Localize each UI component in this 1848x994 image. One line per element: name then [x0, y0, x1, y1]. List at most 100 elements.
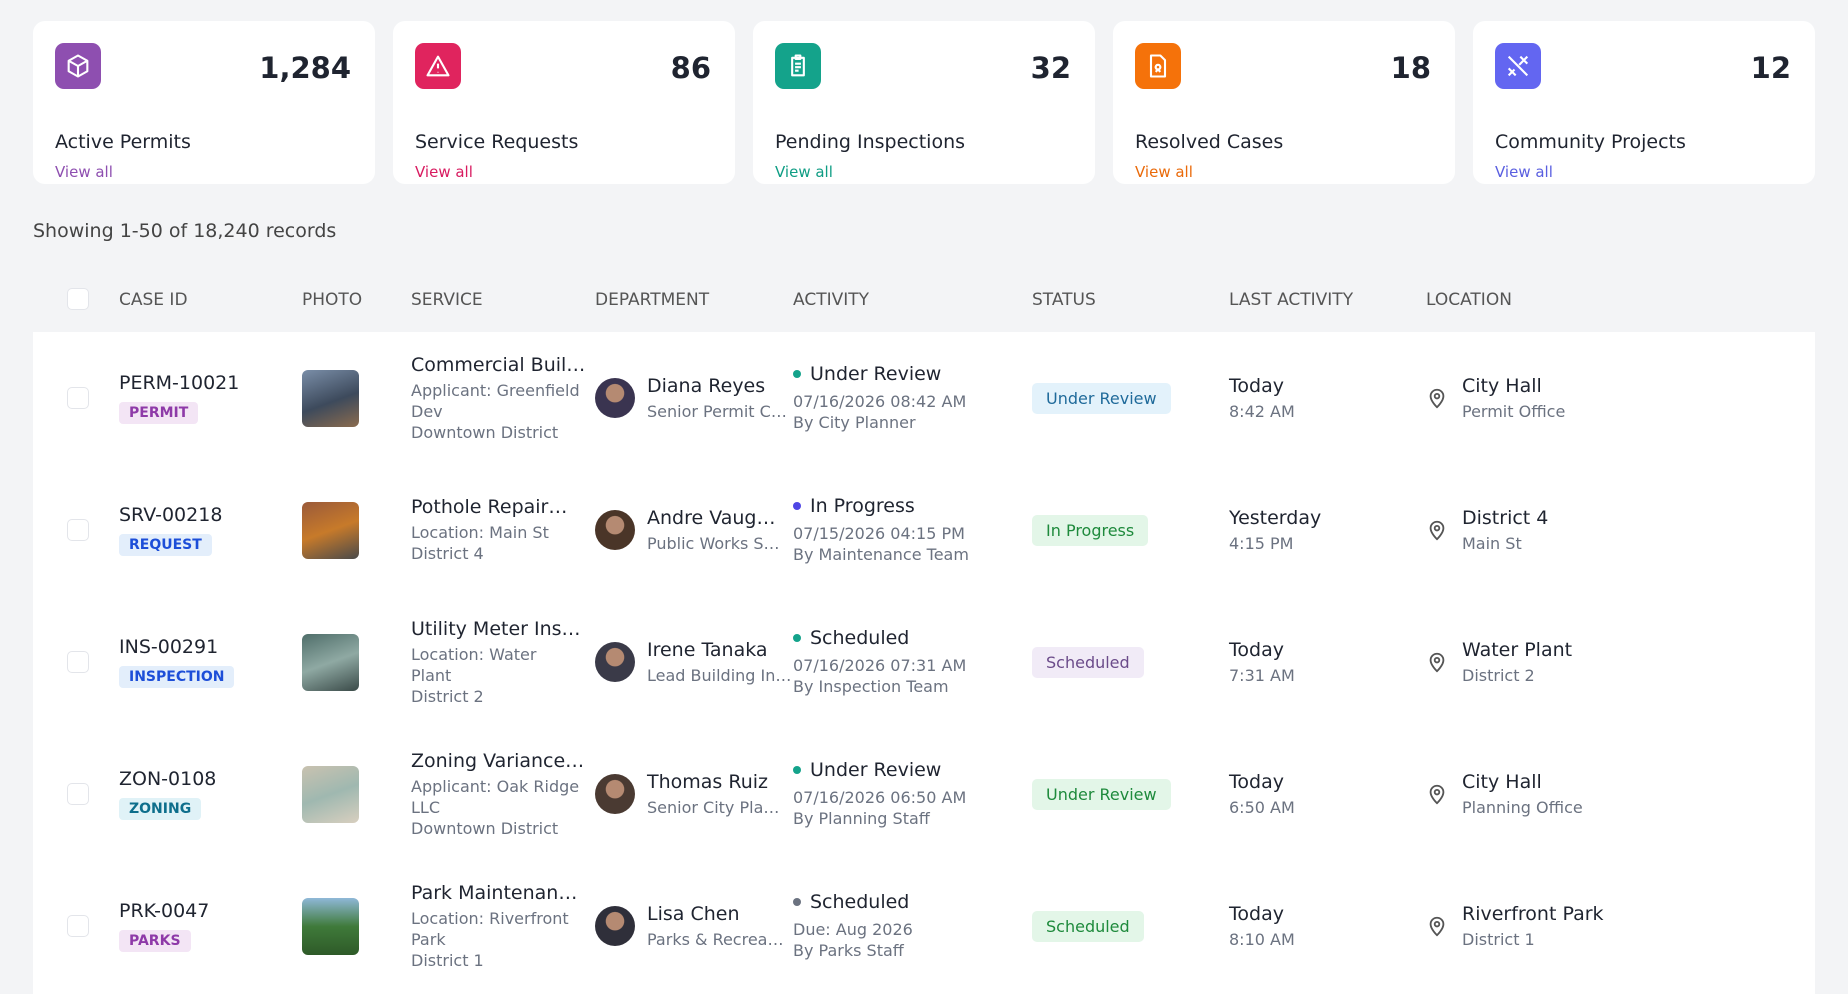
view-all-link[interactable]: View all: [55, 163, 113, 181]
last-activity-time: 6:50 AM: [1229, 797, 1295, 817]
activity-date: 07/16/2026 06:50 AM: [793, 788, 967, 807]
table-row: PERM-10021 PERMIT Commercial Buil… Applican…: [33, 332, 1815, 464]
record-summary: Showing 1-50 of 18,240 records: [33, 220, 337, 242]
case-photo: [302, 765, 359, 823]
service-cell: Commercial Buil… Applicant: Greenfield De…: [411, 332, 591, 464]
staff-info: Thomas Ruiz Senior City Pla…: [647, 771, 779, 818]
status-badge: Scheduled: [1032, 910, 1144, 942]
staff-avatar: [595, 774, 635, 814]
row-checkbox[interactable]: [67, 519, 89, 541]
status-cell: Under Review: [1032, 728, 1171, 860]
case-photo: [302, 369, 359, 427]
last-activity-cell: Today 7:31 AM: [1229, 596, 1295, 728]
card-icon: [55, 43, 101, 89]
column-header: ACTIVITY: [793, 290, 870, 310]
card-label: Community Projects: [1495, 131, 1686, 153]
case-photo: [302, 633, 359, 691]
staff-name: Lisa Chen: [647, 902, 740, 925]
activity-status: Under Review: [810, 363, 942, 385]
photo-cell: [302, 596, 359, 728]
activity-dot: [793, 898, 801, 906]
activity-by: By Inspection Team: [793, 677, 949, 696]
activity-date: 07/15/2026 04:15 PM: [793, 524, 965, 543]
location-icon: [1426, 782, 1448, 806]
case-id: PRK-0047: [119, 900, 210, 922]
department-cell: Lisa Chen Parks & Recrea…: [595, 860, 783, 992]
status-cell: Scheduled: [1032, 596, 1144, 728]
activity-status-line: In Progress: [793, 495, 969, 517]
location-detail: Planning Office: [1462, 797, 1583, 817]
service-name: Park Maintenan…: [411, 881, 578, 904]
activity-by: By Maintenance Team: [793, 545, 969, 564]
staff-name: Irene Tanaka: [647, 638, 768, 661]
view-all-link[interactable]: View all: [1495, 163, 1553, 181]
case-cell: ZON-0108 ZONING: [119, 728, 216, 860]
last-activity-time: 7:31 AM: [1229, 665, 1295, 685]
department-cell: Irene Tanaka Lead Building In…: [595, 596, 791, 728]
case-cell: SRV-00218 REQUEST: [119, 464, 222, 596]
service-detail: District 4: [411, 544, 484, 563]
activity-date: 07/16/2026 08:42 AM: [793, 392, 967, 411]
location-info: City Hall Permit Office: [1462, 375, 1565, 422]
staff-info: Irene Tanaka Lead Building In…: [647, 639, 791, 686]
last-activity-day: Today: [1229, 374, 1284, 397]
service-detail: District 1: [411, 950, 484, 970]
location-detail: Permit Office: [1462, 401, 1566, 421]
table-row: PRK-0047 PARKS Park Maintenan… Location: Ri…: [33, 860, 1815, 992]
service-detail: Applicant: Oak Ridge LLC: [411, 776, 580, 817]
location-info: District 4 Main St: [1462, 507, 1548, 554]
staff-avatar: [595, 510, 635, 550]
staff-avatar: [595, 378, 635, 418]
case-id: PERM-10021: [119, 372, 240, 394]
service-detail: Applicant: Greenfield Dev: [411, 380, 580, 421]
view-all-link[interactable]: View all: [775, 163, 833, 181]
last-activity-day: Today: [1229, 638, 1284, 661]
row-checkbox[interactable]: [67, 387, 89, 409]
activity-cell: Scheduled Due: Aug 2026 By Parks Staff: [793, 860, 913, 992]
view-all-link[interactable]: View all: [1135, 163, 1193, 181]
activity-status-line: Under Review: [793, 363, 966, 385]
card-value: 32: [1030, 51, 1071, 85]
location-icon: [1426, 914, 1448, 938]
location-detail: District 2: [1462, 665, 1535, 685]
select-all-checkbox[interactable]: [67, 288, 89, 310]
card-label: Pending Inspections: [775, 131, 966, 153]
case-type-tag: PERMIT: [119, 402, 199, 424]
status-cell: In Progress: [1032, 464, 1149, 596]
location-info: City Hall Planning Office: [1462, 771, 1583, 818]
service-cell: Pothole Repair… Location: Main St District…: [411, 464, 591, 596]
column-header: LAST ACTIVITY: [1229, 290, 1354, 310]
activity-cell: Scheduled 07/16/2026 07:31 AM By Inspectio…: [793, 596, 966, 728]
photo-cell: [302, 728, 359, 860]
staff-avatar: [595, 906, 635, 946]
location-icon: [1426, 386, 1448, 410]
row-checkbox[interactable]: [67, 915, 89, 937]
department-cell: Diana Reyes Senior Permit C…: [595, 332, 787, 464]
last-activity-time: 8:10 AM: [1229, 929, 1295, 949]
staff-role: Senior City Pla…: [647, 797, 780, 817]
activity-dot: [793, 502, 801, 510]
location-name: District 4: [1462, 506, 1549, 529]
activity-by: By Planning Staff: [793, 809, 930, 828]
card-icon: [415, 43, 461, 89]
activity-date: Due: Aug 2026: [793, 920, 913, 939]
column-header: LOCATION: [1426, 290, 1512, 310]
view-all-link[interactable]: View all: [415, 163, 473, 181]
activity-cell: Under Review 07/16/2026 06:50 AM By Planni…: [793, 728, 966, 860]
card-icon: [1135, 43, 1181, 89]
table-row: INS-00291 INSPECTION Utility Meter Ins… Loc…: [33, 596, 1815, 728]
location-cell: Water Plant District 2: [1426, 596, 1572, 728]
row-checkbox[interactable]: [67, 651, 89, 673]
department-cell: Andre Vaug… Public Works S…: [595, 464, 780, 596]
service-cell: Zoning Variance… Applicant: Oak Ridge LLC…: [411, 728, 591, 860]
row-checkbox[interactable]: [67, 783, 89, 805]
staff-name: Diana Reyes: [647, 374, 766, 397]
activity-status: Scheduled: [810, 891, 910, 913]
case-type-tag: INSPECTION: [119, 666, 235, 688]
card-value: 12: [1750, 51, 1791, 85]
status-badge: Under Review: [1032, 778, 1171, 810]
staff-info: Andre Vaug… Public Works S…: [647, 507, 780, 554]
location-cell: City Hall Planning Office: [1426, 728, 1583, 860]
last-activity-day: Today: [1229, 902, 1284, 925]
card-value: 18: [1390, 51, 1431, 85]
